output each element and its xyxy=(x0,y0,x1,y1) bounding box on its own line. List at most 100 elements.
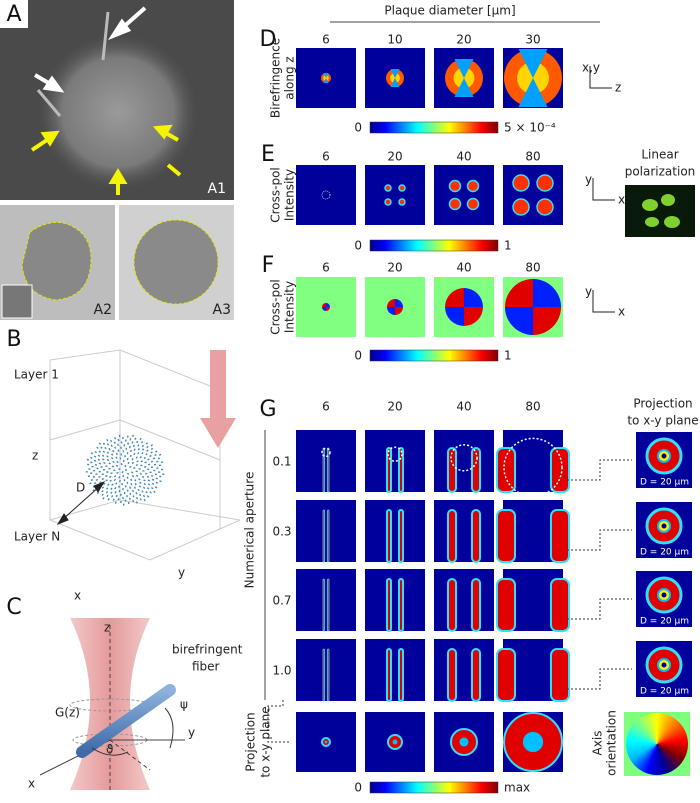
fiber-segment xyxy=(106,451,110,454)
label: 1 xyxy=(504,349,512,363)
fiber-segment xyxy=(116,460,119,464)
label: Axis xyxy=(591,731,605,756)
fiber-segment xyxy=(103,482,106,486)
axes-icon xyxy=(589,66,612,89)
label: 40 xyxy=(456,150,471,164)
fiber-segment xyxy=(101,493,104,497)
label: along z xyxy=(283,56,297,99)
label: to x-y plane xyxy=(627,414,698,428)
label: G xyxy=(259,397,276,422)
tile xyxy=(365,165,425,225)
label: x,y xyxy=(582,61,600,75)
fiber-segment xyxy=(93,459,97,462)
fiber-segment xyxy=(105,475,108,477)
leader xyxy=(567,598,632,620)
fiber-segment xyxy=(86,458,89,461)
intensity-column xyxy=(496,648,516,702)
label: Birefringence xyxy=(269,38,283,118)
fiber-segment xyxy=(102,442,106,445)
green-blobs xyxy=(642,194,680,228)
intensity-column xyxy=(447,509,457,563)
fiber-segment xyxy=(89,482,92,485)
label: D xyxy=(76,481,85,495)
label: x xyxy=(618,305,625,319)
fiber-segment xyxy=(145,453,148,456)
projection-center xyxy=(661,523,667,529)
label: 20 xyxy=(387,261,402,275)
fiber-segment xyxy=(140,441,144,444)
quadrant xyxy=(322,307,326,311)
fiber-segment xyxy=(102,497,105,500)
label: Linear xyxy=(641,148,678,162)
fiber-segment xyxy=(154,486,158,489)
fiber-segment xyxy=(141,444,145,448)
label: Projection xyxy=(244,712,258,771)
label: 6 xyxy=(322,150,330,164)
fiber-segment xyxy=(115,456,118,459)
fiber-segment xyxy=(135,501,138,504)
intensity-column xyxy=(386,509,392,563)
fiber-segment xyxy=(105,491,109,494)
plaque-outline xyxy=(450,444,478,472)
fiber-segment xyxy=(146,495,150,498)
fiber-segment xyxy=(105,479,108,482)
intensity-column xyxy=(398,648,404,702)
label: z xyxy=(615,81,621,95)
fiber-segment xyxy=(114,491,117,494)
label: 0 xyxy=(354,349,362,363)
intensity-column xyxy=(496,578,516,632)
fiber-segment xyxy=(113,478,117,482)
fiber-segment xyxy=(102,450,106,454)
fiber-segment xyxy=(137,488,140,492)
label: y xyxy=(585,285,592,299)
label: 0 xyxy=(354,239,362,253)
label-box xyxy=(0,0,28,28)
colorbar xyxy=(369,121,499,134)
fiber-segment xyxy=(131,474,135,478)
label: 0.1 xyxy=(272,455,291,469)
quadrant xyxy=(464,288,483,307)
fiber-segment xyxy=(140,464,143,467)
plaque-outline xyxy=(21,221,92,301)
label: 0.3 xyxy=(272,525,291,539)
tile xyxy=(296,430,356,492)
fiber-segment xyxy=(146,475,150,478)
fiber-segment xyxy=(129,486,131,489)
fiber-segment xyxy=(108,447,111,451)
label: C xyxy=(6,595,21,620)
lobe xyxy=(466,197,480,211)
label: E xyxy=(261,142,275,167)
fiber-segment xyxy=(130,482,133,486)
label: Layer 1 xyxy=(14,368,59,382)
quadrant xyxy=(387,299,395,307)
fiber-segment xyxy=(115,452,118,456)
colorbar xyxy=(369,239,499,252)
label: 40 xyxy=(456,400,471,414)
label: fiber xyxy=(192,660,220,674)
fiber-segment xyxy=(115,494,118,498)
fiber-segment xyxy=(129,449,132,453)
inset xyxy=(1,284,33,319)
label: Projection xyxy=(633,397,692,411)
label: 20 xyxy=(456,33,471,47)
wedge xyxy=(454,59,474,97)
fiber-segment xyxy=(118,476,121,479)
quadrant xyxy=(533,279,561,307)
fiber-segment xyxy=(93,455,97,458)
fiber-segment xyxy=(151,482,155,486)
leader xyxy=(567,529,632,551)
tile xyxy=(434,165,494,225)
fiber-segment xyxy=(98,450,102,453)
fiber-segment xyxy=(96,446,99,450)
fiber-segment xyxy=(134,479,137,482)
intensity-column xyxy=(398,509,404,563)
fiber-segment xyxy=(93,482,97,485)
quadrant xyxy=(505,279,533,307)
quadrant xyxy=(445,288,464,307)
fiber-segment xyxy=(146,445,149,449)
diameter-arrow xyxy=(56,480,106,526)
fiber-segment xyxy=(115,482,118,485)
intensity-column xyxy=(550,578,570,632)
quadrant xyxy=(387,307,395,315)
label: A xyxy=(6,2,21,27)
